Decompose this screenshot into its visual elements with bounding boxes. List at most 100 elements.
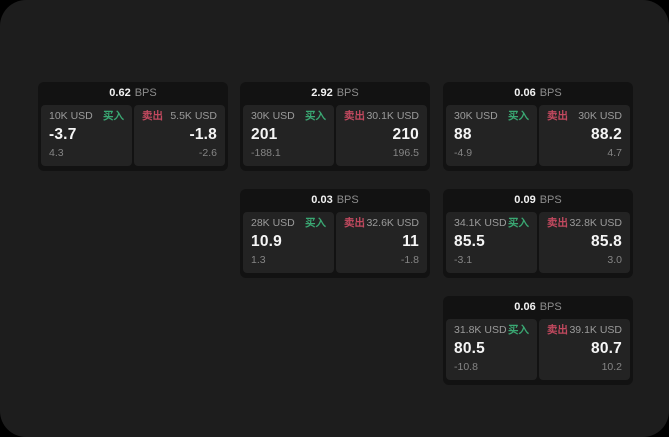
sell-label: 卖出: [547, 110, 568, 122]
buy-amount: 30K USD: [251, 110, 295, 122]
sell-label: 卖出: [344, 217, 365, 229]
quote-card: 0.06 BPS 30K USD 买入 88 -4.9 卖出 30K USD 8…: [443, 82, 633, 171]
sell-amount: 39.1K USD: [569, 324, 622, 336]
sell-label: 卖出: [547, 324, 568, 336]
sell-panel[interactable]: 卖出 30.1K USD 210 196.5: [336, 105, 427, 166]
bps-unit: BPS: [539, 301, 562, 313]
sell-label: 卖出: [344, 110, 365, 122]
quote-card: 0.09 BPS 34.1K USD 买入 85.5 -3.1 卖出 32.8K…: [443, 189, 633, 278]
sell-panel-top: 卖出 32.8K USD: [547, 217, 622, 230]
buy-sub-value: -188.1: [251, 147, 281, 160]
buy-amount: 31.8K USD: [454, 324, 507, 336]
buy-panel[interactable]: 30K USD 买入 201 -188.1: [243, 105, 334, 166]
sell-amount: 32.6K USD: [366, 217, 419, 229]
buy-price: 10.9: [251, 232, 282, 250]
bps-header: 0.09 BPS: [443, 189, 633, 212]
sell-label: 卖出: [547, 217, 568, 229]
buy-panel[interactable]: 34.1K USD 买入 85.5 -3.1: [446, 212, 537, 273]
sell-panel-top: 卖出 30.1K USD: [344, 110, 419, 123]
buy-price: 85.5: [454, 232, 485, 250]
bps-unit: BPS: [539, 194, 562, 206]
buy-panel-top: 30K USD 买入: [251, 110, 326, 123]
sell-sub-value: -1.8: [400, 254, 419, 267]
buy-sub-value: 1.3: [251, 254, 266, 267]
sell-price: 80.7: [591, 339, 622, 357]
bps-value: 0.06: [514, 87, 536, 99]
buy-panel[interactable]: 10K USD 买入 -3.7 4.3: [41, 105, 132, 166]
bps-value: 0.03: [311, 194, 333, 206]
sell-sub-value: -2.6: [198, 147, 217, 160]
sell-panel[interactable]: 卖出 30K USD 88.2 4.7: [539, 105, 630, 166]
quote-card: 0.03 BPS 28K USD 买入 10.9 1.3 卖出 32.6K US…: [240, 189, 430, 278]
bps-header: 0.06 BPS: [443, 82, 633, 105]
sell-panel[interactable]: 卖出 32.8K USD 85.8 3.0: [539, 212, 630, 273]
bps-unit: BPS: [336, 194, 359, 206]
sell-price: -1.8: [189, 125, 217, 143]
sell-price: 88.2: [591, 125, 622, 143]
sell-panel-top: 卖出 32.6K USD: [344, 217, 419, 230]
sell-price: 85.8: [591, 232, 622, 250]
buy-label: 买入: [508, 217, 529, 229]
quote-panels: 10K USD 买入 -3.7 4.3 卖出 5.5K USD -1.8 -2.…: [38, 105, 228, 166]
sell-amount: 30K USD: [578, 110, 622, 122]
bps-unit: BPS: [539, 87, 562, 99]
buy-amount: 10K USD: [49, 110, 93, 122]
buy-amount: 34.1K USD: [454, 217, 507, 229]
sell-amount: 32.8K USD: [569, 217, 622, 229]
buy-price: -3.7: [49, 125, 77, 143]
buy-panel[interactable]: 28K USD 买入 10.9 1.3: [243, 212, 334, 273]
quote-card: 0.62 BPS 10K USD 买入 -3.7 4.3 卖出 5.5K USD…: [38, 82, 228, 171]
bps-value: 2.92: [311, 87, 333, 99]
sell-amount: 5.5K USD: [170, 110, 217, 122]
bps-header: 2.92 BPS: [240, 82, 430, 105]
quote-panels: 34.1K USD 买入 85.5 -3.1 卖出 32.8K USD 85.8…: [443, 212, 633, 273]
sell-price: 210: [392, 125, 419, 143]
sell-panel[interactable]: 卖出 32.6K USD 11 -1.8: [336, 212, 427, 273]
buy-sub-value: -4.9: [454, 147, 473, 160]
bps-value: 0.06: [514, 301, 536, 313]
quote-panels: 30K USD 买入 88 -4.9 卖出 30K USD 88.2 4.7: [443, 105, 633, 166]
sell-sub-value: 196.5: [392, 147, 419, 160]
buy-panel-top: 31.8K USD 买入: [454, 324, 529, 337]
quote-panels: 28K USD 买入 10.9 1.3 卖出 32.6K USD 11 -1.8: [240, 212, 430, 273]
sell-panel[interactable]: 卖出 5.5K USD -1.8 -2.6: [134, 105, 225, 166]
buy-panel-top: 10K USD 买入: [49, 110, 124, 123]
sell-panel[interactable]: 卖出 39.1K USD 80.7 10.2: [539, 319, 630, 380]
sell-sub-value: 3.0: [607, 254, 622, 267]
sell-panel-top: 卖出 5.5K USD: [142, 110, 217, 123]
sell-sub-value: 10.2: [601, 361, 622, 374]
buy-sub-value: -10.8: [454, 361, 478, 374]
buy-panel[interactable]: 30K USD 买入 88 -4.9: [446, 105, 537, 166]
buy-amount: 30K USD: [454, 110, 498, 122]
buy-label: 买入: [103, 110, 124, 122]
bps-unit: BPS: [336, 87, 359, 99]
bps-header: 0.03 BPS: [240, 189, 430, 212]
bps-header: 0.62 BPS: [38, 82, 228, 105]
quote-card: 0.06 BPS 31.8K USD 买入 80.5 -10.8 卖出 39.1…: [443, 296, 633, 385]
sell-amount: 30.1K USD: [366, 110, 419, 122]
bps-value: 0.09: [514, 194, 536, 206]
buy-panel-top: 28K USD 买入: [251, 217, 326, 230]
buy-label: 买入: [508, 110, 529, 122]
sell-panel-top: 卖出 30K USD: [547, 110, 622, 123]
buy-panel-top: 34.1K USD 买入: [454, 217, 529, 230]
buy-label: 买入: [305, 110, 326, 122]
bps-header: 0.06 BPS: [443, 296, 633, 319]
quote-card: 2.92 BPS 30K USD 买入 201 -188.1 卖出 30.1K …: [240, 82, 430, 171]
buy-panel-top: 30K USD 买入: [454, 110, 529, 123]
buy-panel[interactable]: 31.8K USD 买入 80.5 -10.8: [446, 319, 537, 380]
buy-price: 88: [454, 125, 472, 143]
buy-sub-value: 4.3: [49, 147, 64, 160]
quote-panels: 30K USD 买入 201 -188.1 卖出 30.1K USD 210 1…: [240, 105, 430, 166]
sell-panel-top: 卖出 39.1K USD: [547, 324, 622, 337]
buy-label: 买入: [508, 324, 529, 336]
sell-sub-value: 4.7: [607, 147, 622, 160]
buy-amount: 28K USD: [251, 217, 295, 229]
sell-label: 卖出: [142, 110, 163, 122]
quote-panels: 31.8K USD 买入 80.5 -10.8 卖出 39.1K USD 80.…: [443, 319, 633, 380]
buy-sub-value: -3.1: [454, 254, 473, 267]
buy-price: 201: [251, 125, 278, 143]
bps-value: 0.62: [109, 87, 131, 99]
bps-unit: BPS: [134, 87, 157, 99]
